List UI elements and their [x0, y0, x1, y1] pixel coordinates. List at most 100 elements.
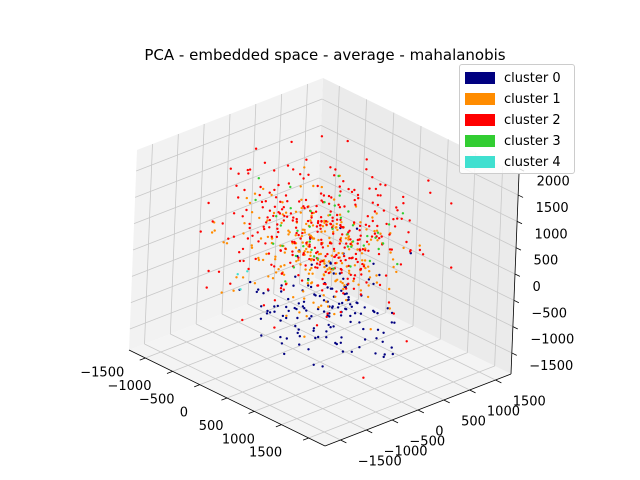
cluster-2-point	[282, 206, 285, 209]
cluster-3-point	[272, 242, 275, 245]
cluster-2-point	[450, 202, 453, 205]
grid-line-z	[318, 177, 516, 275]
cluster-1-point	[348, 272, 351, 275]
cluster-1-point	[271, 277, 275, 280]
cluster-0-point	[280, 342, 284, 345]
cluster-2-point	[339, 238, 342, 241]
cluster-0-point	[294, 275, 297, 278]
cluster-1-point	[317, 306, 320, 309]
cluster-2-point	[264, 242, 267, 245]
cluster-2-point	[242, 259, 245, 263]
cluster-2-point	[310, 221, 313, 224]
cluster-1-point	[341, 252, 344, 255]
cluster-1-point	[220, 291, 223, 294]
cluster-2-point	[408, 219, 411, 222]
cluster-2-point	[393, 225, 397, 228]
z-tick-label: −1500	[529, 359, 573, 374]
cluster-2-point	[337, 203, 340, 206]
cluster-0-point	[298, 335, 301, 338]
cluster-2-point	[275, 235, 279, 239]
cluster-2-point	[312, 258, 316, 262]
cluster-1-point	[352, 279, 355, 283]
cluster-1-point	[306, 250, 309, 254]
cluster-2-point	[365, 168, 368, 171]
cluster-2-point	[327, 202, 331, 205]
cluster-3-point	[350, 245, 353, 248]
cluster-2-point	[292, 216, 295, 219]
cluster-2-point	[343, 246, 346, 249]
cluster-2-point	[335, 253, 338, 257]
cluster-2-point	[276, 223, 279, 226]
cluster-2-point	[407, 231, 410, 234]
cluster-1-point	[369, 328, 372, 331]
cluster-1-point	[334, 295, 337, 298]
cluster-2-point	[284, 247, 287, 250]
tick-mark	[417, 409, 425, 414]
tick-mark	[443, 399, 450, 404]
cluster-2-point	[301, 231, 304, 235]
grid-line-z	[134, 124, 322, 198]
cluster-0-point	[349, 314, 352, 318]
cluster-3-point	[351, 224, 355, 227]
tick-mark	[495, 379, 502, 384]
cluster-2-point	[402, 202, 405, 205]
grid-line-z	[317, 203, 515, 301]
cluster-1-point	[305, 315, 308, 318]
cluster-2-point	[273, 188, 276, 192]
cluster-2-point	[277, 183, 280, 187]
cluster-2-point	[362, 265, 366, 268]
cluster-2-point	[316, 230, 319, 233]
cluster-2-point	[364, 223, 368, 226]
cluster-2-point	[282, 219, 285, 222]
cluster-2-point	[319, 260, 322, 264]
cluster-2-point	[280, 208, 284, 211]
grid-line-z	[136, 98, 323, 172]
cluster-3-point	[346, 233, 349, 236]
cluster-2-point	[265, 221, 268, 224]
cluster-0-point	[285, 305, 288, 309]
cluster-0-point	[350, 350, 353, 353]
cluster-2-point	[261, 206, 264, 209]
cluster-3-point	[275, 215, 278, 218]
cluster-0-point	[372, 309, 375, 312]
cluster-2-point	[334, 168, 337, 171]
cluster-1-point	[319, 252, 322, 256]
cluster-2-point	[254, 147, 258, 150]
cluster-3-point	[349, 265, 352, 268]
cluster-2-point	[292, 168, 295, 171]
cluster-0-point	[332, 325, 335, 328]
cluster-1-point	[322, 274, 326, 277]
cluster-0-point	[381, 340, 384, 343]
cluster-2-point	[396, 209, 399, 212]
cluster-2-point	[319, 227, 322, 230]
data-points	[199, 135, 453, 379]
cluster-1-point	[418, 244, 421, 247]
cluster-1-point	[300, 234, 304, 238]
cluster-2-point	[290, 140, 293, 144]
cluster-1-point	[328, 266, 331, 269]
cluster-2-point	[272, 214, 275, 218]
cluster-2-point	[235, 184, 238, 187]
cluster-2-point	[321, 246, 325, 249]
cluster-2-point	[315, 225, 319, 228]
cluster-3-point	[333, 204, 336, 207]
cluster-2-point	[356, 238, 359, 242]
tick-mark	[221, 397, 228, 401]
cluster-1-point	[392, 265, 395, 269]
cluster-0-point	[262, 292, 265, 295]
cluster-1-point	[335, 222, 338, 226]
cluster-2-point	[347, 282, 350, 285]
cluster-1-point	[334, 272, 338, 275]
chart-title: PCA - embedded space - average - mahalan…	[144, 46, 506, 64]
cluster-2-point	[334, 262, 337, 265]
cluster-3-point	[308, 225, 311, 228]
cluster-1-point	[326, 244, 330, 248]
cluster-2-point	[350, 190, 354, 194]
cluster-2-point	[268, 218, 271, 222]
legend-item: cluster 2	[465, 112, 561, 128]
cluster-0-point	[313, 293, 316, 296]
cluster-0-point	[285, 337, 288, 340]
cluster-2-point	[349, 273, 352, 277]
cluster-0-point	[307, 348, 310, 351]
cluster-3-point	[309, 210, 312, 213]
